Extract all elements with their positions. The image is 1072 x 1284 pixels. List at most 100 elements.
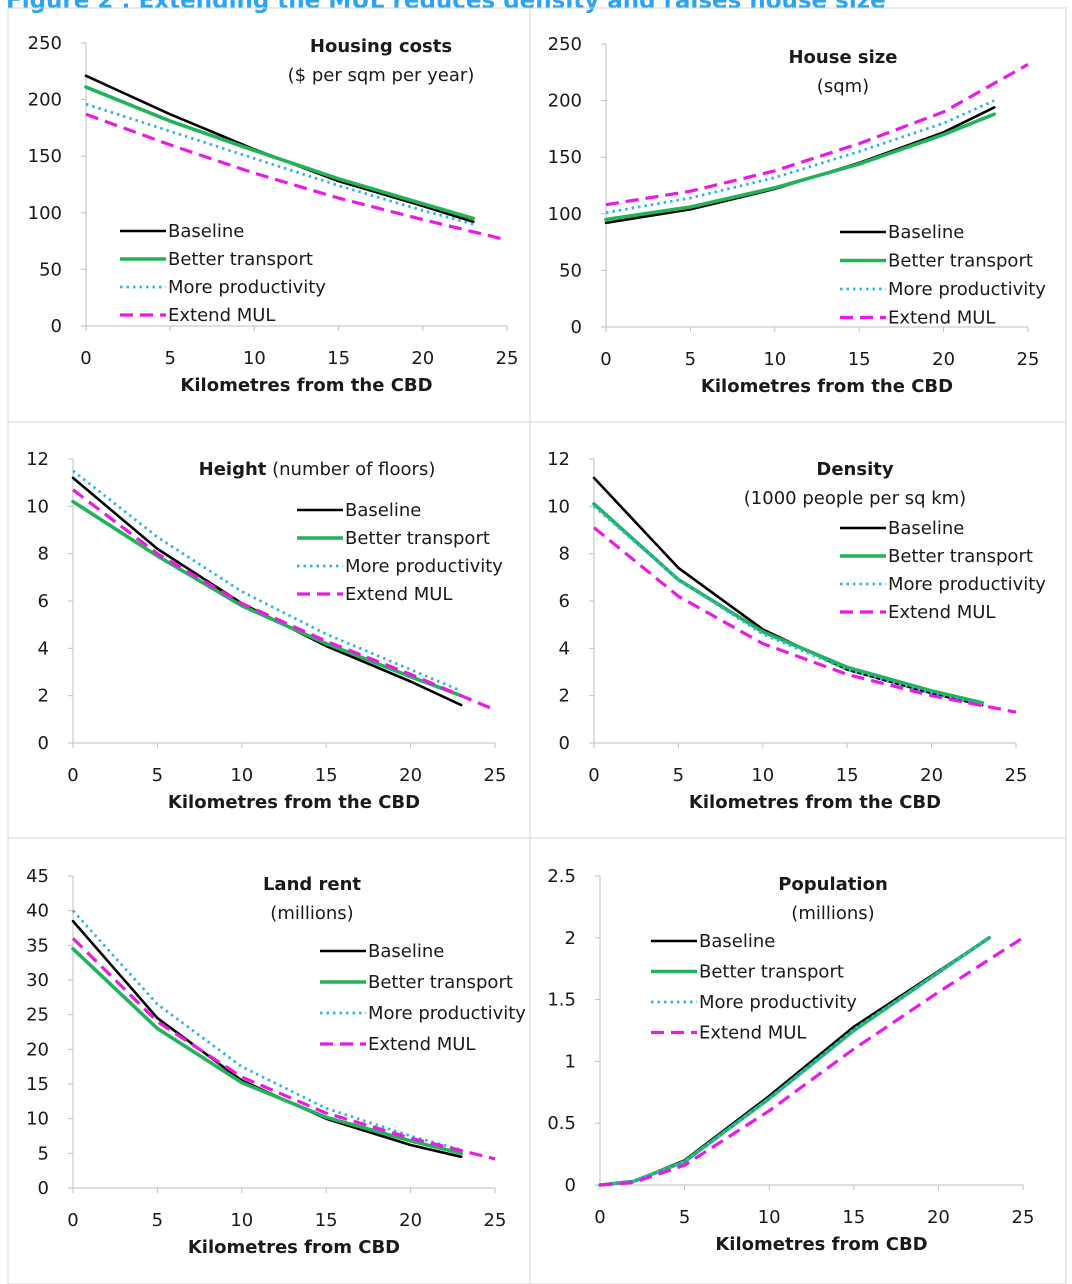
legend-label: Better transport bbox=[699, 962, 844, 983]
chart-panel: 0 50 100 150 200 250 0 5 10 15 20 25 Kilometres from… bbox=[548, 34, 1047, 397]
y-tick-label: 5 bbox=[38, 1143, 49, 1164]
y-tick-label: 50 bbox=[559, 260, 582, 281]
x-tick-label: 0 bbox=[67, 1210, 78, 1231]
y-tick-label: 0 bbox=[38, 1178, 49, 1199]
y-tick-label: 45 bbox=[26, 866, 49, 887]
chart-title: Population bbox=[778, 874, 888, 895]
y-tick-label: 100 bbox=[28, 203, 62, 224]
y-tick-label: 35 bbox=[26, 935, 49, 956]
chart-title-bold: Land rent bbox=[263, 874, 361, 895]
series-line bbox=[85, 102, 474, 226]
legend-label: Extend MUL bbox=[888, 308, 995, 329]
legend-label: Better transport bbox=[168, 249, 313, 270]
legend-label: Baseline bbox=[168, 221, 244, 242]
x-tick-label: 20 bbox=[399, 1210, 422, 1231]
y-tick-label: 0 bbox=[51, 316, 62, 337]
x-axis-title: Kilometres from the CBD bbox=[180, 375, 432, 396]
panel-border bbox=[7, 421, 531, 839]
x-tick-label: 0 bbox=[80, 348, 91, 369]
x-tick-label: 15 bbox=[836, 765, 859, 786]
panel-border bbox=[529, 421, 1067, 839]
y-tick-label: 150 bbox=[28, 146, 62, 167]
legend-label: Baseline bbox=[699, 931, 775, 952]
series-line bbox=[604, 112, 997, 222]
x-axis-title: Kilometres from the CBD bbox=[168, 792, 420, 813]
legend-label: Extend MUL bbox=[168, 305, 275, 326]
x-tick-label: 0 bbox=[594, 1207, 605, 1228]
x-tick-label: 5 bbox=[152, 1210, 163, 1231]
legend-label: Extend MUL bbox=[345, 584, 452, 605]
y-tick-label: 0 bbox=[559, 733, 570, 754]
y-tick-label: 250 bbox=[28, 33, 62, 54]
chart-title: Housing costs bbox=[310, 36, 452, 57]
series-line bbox=[604, 106, 996, 225]
y-tick-label: 25 bbox=[26, 1005, 49, 1026]
chart-title: Density bbox=[816, 459, 893, 480]
series-line bbox=[605, 63, 1029, 207]
x-tick-label: 5 bbox=[685, 349, 696, 370]
x-tick-label: 20 bbox=[932, 349, 955, 370]
legend-label: More productivity bbox=[168, 277, 326, 298]
legend-label: More productivity bbox=[888, 279, 1046, 300]
x-tick-label: 25 bbox=[1017, 349, 1040, 370]
chart-title-bold: Housing costs bbox=[310, 36, 452, 57]
y-tick-label: 100 bbox=[548, 204, 582, 225]
y-tick-label: 12 bbox=[26, 449, 49, 470]
y-tick-label: 4 bbox=[559, 638, 570, 659]
y-tick-label: 30 bbox=[26, 970, 49, 991]
x-axis-title: Kilometres from CBD bbox=[188, 1237, 400, 1258]
y-tick-label: 2.5 bbox=[547, 866, 576, 887]
chart-subtitle: (sqm) bbox=[817, 76, 869, 97]
legend-label: Extend MUL bbox=[888, 602, 995, 623]
y-tick-label: 10 bbox=[547, 496, 570, 517]
chart-panel: 0 2 4 6 8 10 12 0 5 10 15 20 25 Kilometres from the C… bbox=[26, 449, 506, 813]
chart-panel: 0 50 100 150 200 250 0 5 10 15 20 25 Kilometres from… bbox=[28, 33, 519, 396]
chart-title: Land rent bbox=[263, 874, 361, 895]
x-tick-label: 15 bbox=[315, 1210, 338, 1231]
x-tick-label: 10 bbox=[243, 348, 266, 369]
y-tick-label: 0 bbox=[571, 317, 582, 338]
chart-title-light: (number of floors) bbox=[266, 459, 435, 480]
x-tick-label: 20 bbox=[920, 765, 943, 786]
x-axis-title: Kilometres from CBD bbox=[715, 1234, 927, 1255]
legend-label: Baseline bbox=[888, 518, 964, 539]
series-line bbox=[599, 936, 1024, 1187]
x-tick-label: 10 bbox=[763, 349, 786, 370]
x-tick-label: 20 bbox=[399, 765, 422, 786]
panel-border bbox=[7, 837, 531, 1284]
x-tick-label: 25 bbox=[484, 765, 507, 786]
y-tick-label: 150 bbox=[548, 147, 582, 168]
y-tick-label: 2 bbox=[559, 686, 570, 707]
series-line bbox=[71, 946, 464, 1156]
y-tick-label: 2 bbox=[38, 686, 49, 707]
y-tick-label: 4 bbox=[38, 638, 49, 659]
x-tick-label: 25 bbox=[1005, 765, 1028, 786]
x-tick-label: 5 bbox=[673, 765, 684, 786]
y-tick-label: 0 bbox=[565, 1175, 576, 1196]
legend-label: More productivity bbox=[368, 1003, 526, 1024]
series-line bbox=[605, 99, 995, 215]
series-line bbox=[72, 488, 496, 712]
y-tick-label: 10 bbox=[26, 496, 49, 517]
legend-label: More productivity bbox=[345, 556, 503, 577]
y-tick-label: 250 bbox=[548, 34, 582, 55]
x-tick-label: 0 bbox=[600, 349, 611, 370]
legend-label: More productivity bbox=[888, 574, 1046, 595]
x-tick-label: 10 bbox=[758, 1207, 781, 1228]
chart-title-bold: Height bbox=[199, 459, 267, 480]
y-tick-label: 12 bbox=[547, 449, 570, 470]
chart-title-bold: House size bbox=[788, 47, 897, 68]
legend-label: Better transport bbox=[888, 546, 1033, 567]
chart-panel: 0 2 4 6 8 10 12 0 5 10 15 20 25 Kilometres from the C… bbox=[547, 449, 1046, 813]
chart-title-bold: Density bbox=[816, 459, 893, 480]
chart-subtitle: (1000 people per sq km) bbox=[744, 488, 966, 509]
legend-label: Baseline bbox=[345, 500, 421, 521]
legend-label: Better transport bbox=[368, 972, 513, 993]
x-tick-label: 5 bbox=[164, 348, 175, 369]
y-tick-label: 6 bbox=[38, 591, 49, 612]
y-tick-label: 200 bbox=[548, 91, 582, 112]
x-tick-label: 10 bbox=[230, 765, 253, 786]
y-tick-label: 6 bbox=[559, 591, 570, 612]
figure-title: Figure 2 : Extending the MUL reduces den… bbox=[6, 0, 886, 14]
chart-subtitle: ($ per sqm per year) bbox=[288, 65, 475, 86]
